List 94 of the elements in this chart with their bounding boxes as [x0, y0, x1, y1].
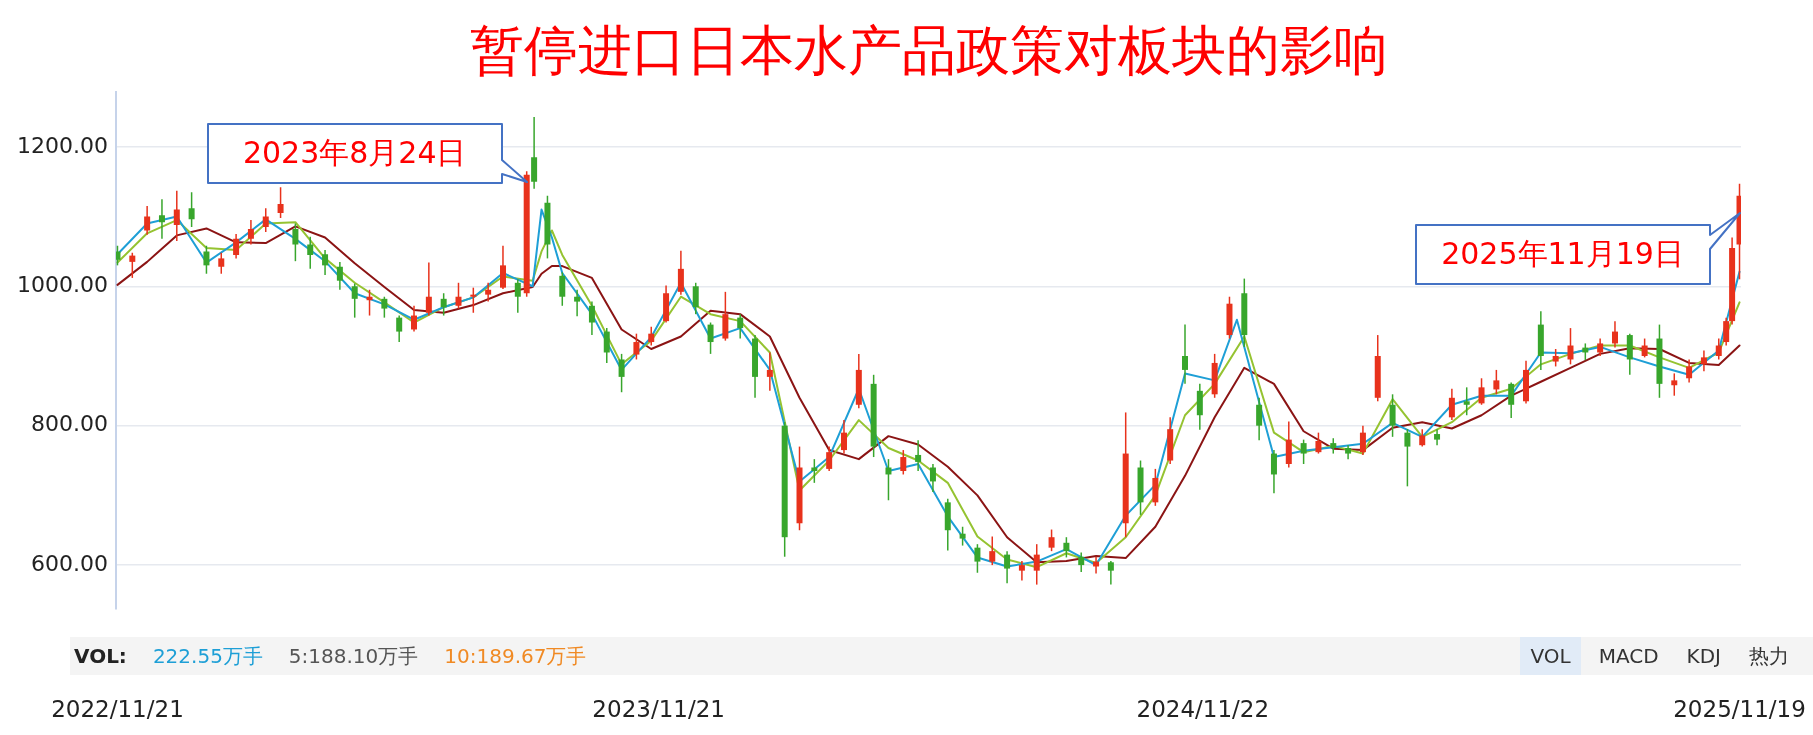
- candlestick: [1270, 449, 1277, 495]
- candlestick: [1182, 323, 1188, 385]
- candlestick: [989, 535, 996, 566]
- y-tick-label: 800.00: [31, 411, 108, 437]
- candlestick: [1715, 337, 1722, 361]
- candlestick: [588, 300, 595, 336]
- candlestick: [648, 325, 655, 347]
- candlestick: [1723, 316, 1730, 347]
- candlestick: [1700, 349, 1707, 373]
- candlestick: [1018, 560, 1025, 582]
- text: KDJ: [1685, 643, 1722, 670]
- candlestick: [322, 249, 329, 276]
- candlestick: [1671, 372, 1678, 397]
- candlestick: [1641, 337, 1648, 359]
- candlestick: [1063, 536, 1070, 559]
- candlestick: [1107, 560, 1114, 586]
- candlestick: [633, 332, 640, 361]
- candlestick: [1033, 543, 1040, 586]
- annotation: 2025年11月19日: [1441, 235, 1684, 274]
- candlestick: [915, 439, 922, 472]
- candlestick: [707, 321, 714, 355]
- text: 5:188.10万手: [288, 643, 419, 670]
- candlestick: [233, 233, 240, 260]
- candlestick: [485, 282, 492, 303]
- candlestick: [158, 198, 165, 240]
- candlestick: [396, 314, 403, 343]
- candlestick: [188, 191, 195, 228]
- candlestick: [116, 245, 121, 267]
- candlestick: [307, 236, 314, 270]
- candlestick: [425, 261, 432, 317]
- text: 热力: [1748, 643, 1790, 670]
- chart-title: 暂停进口日本水产品政策对板块的影响: [469, 19, 1388, 83]
- y-tick-label: 1000.00: [17, 271, 108, 297]
- candlestick: [974, 543, 981, 574]
- candlestick: [1078, 551, 1085, 573]
- candlestick: [1686, 358, 1693, 384]
- candlestick: [277, 186, 284, 219]
- candlestick: [262, 207, 269, 233]
- candlestick: [1048, 528, 1055, 552]
- candlestick: [1493, 369, 1500, 396]
- candlestick: [1389, 393, 1396, 438]
- x-tick-label: 2025/11/19: [1673, 695, 1806, 722]
- x-tick-label: 2024/11/22: [1136, 695, 1270, 722]
- y-tick-label: 600.00: [31, 550, 108, 576]
- candlestick: [900, 449, 907, 476]
- candlestick: [1300, 438, 1307, 465]
- candlestick: [411, 305, 418, 333]
- candlestick: [203, 245, 210, 275]
- text: 222.55万手: [152, 643, 263, 670]
- candlestick: [1508, 381, 1515, 419]
- candlestick: [559, 271, 566, 307]
- x-tick-label: 2022/11/21: [51, 695, 184, 722]
- text: VOL:: [74, 643, 127, 670]
- candlestick: [1463, 386, 1470, 416]
- text: 10:189.67万手: [444, 643, 587, 670]
- y-tick-label: 1200.00: [17, 132, 108, 158]
- candlestick: [381, 295, 388, 319]
- candlestick: [1256, 397, 1263, 442]
- candlestick: [929, 463, 936, 493]
- candlestick: [470, 286, 477, 314]
- candlestick: [218, 252, 225, 275]
- candlestick: [826, 445, 833, 472]
- x-tick-label: 2023/11/21: [592, 695, 725, 722]
- candlestick: [129, 252, 136, 279]
- candlestick: [1315, 431, 1322, 455]
- candlestick: [618, 353, 625, 393]
- candlestick: [1611, 320, 1618, 349]
- candlestick: [959, 526, 966, 547]
- candlestick: [1478, 377, 1485, 406]
- candlestick: [1004, 550, 1011, 584]
- candlestick: [737, 313, 744, 340]
- candlestick: [455, 282, 462, 310]
- candlestick: [1567, 327, 1574, 366]
- candlestick: [766, 351, 773, 392]
- text: VOL: [1520, 637, 1581, 675]
- candlestick: [1448, 387, 1455, 421]
- candlestick: [692, 282, 699, 315]
- candlestick: [603, 327, 610, 364]
- candlestick: [336, 261, 343, 291]
- candlestick: [440, 292, 447, 317]
- candlestick: [1359, 424, 1366, 456]
- candlestick: [1404, 428, 1411, 488]
- candlestick: [677, 249, 684, 296]
- candlestick: [574, 289, 581, 317]
- candlestick: [514, 278, 521, 314]
- annotation: 2023年8月24日: [242, 133, 467, 172]
- candlestick: [144, 205, 151, 236]
- candlestick: [292, 222, 299, 262]
- candlestick: [247, 219, 254, 246]
- candlestick: [499, 245, 506, 290]
- candlestick: [351, 282, 358, 319]
- candlestick: [173, 190, 180, 242]
- candlestick: [840, 419, 847, 455]
- text: MACD: [1597, 643, 1660, 670]
